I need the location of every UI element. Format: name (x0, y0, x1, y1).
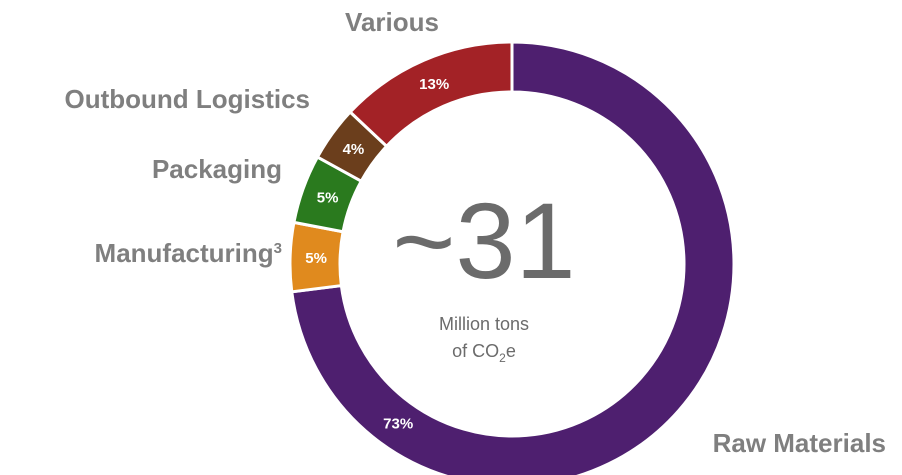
manufacturing-footnote-marker: 3 (274, 240, 282, 257)
slice-raw-materials (290, 40, 736, 475)
percent-label-various: 13% (419, 76, 449, 93)
center-unit-line2: of CO2e (452, 341, 516, 365)
category-label-manufacturing: Manufacturing3 (95, 238, 282, 268)
center-unit-line1: Million tons (439, 314, 529, 334)
category-label-raw-materials: Raw Materials (713, 428, 886, 458)
percent-labels: 73% 5% 5% 4% 13% (305, 76, 449, 432)
percent-label-manufacturing: 5% (305, 250, 327, 267)
slice-various (348, 40, 514, 149)
center-unit-line2-pre: of CO (452, 341, 499, 361)
category-label-outbound-logistics: Outbound Logistics (64, 84, 310, 114)
center-total-value: ~31 (392, 180, 575, 301)
center-unit-line2-sub: 2 (499, 351, 506, 365)
center-unit-line2-post: e (506, 341, 516, 361)
percent-label-outbound-logistics: 4% (343, 141, 365, 158)
category-label-various: Various (345, 7, 439, 37)
percent-label-raw-materials: 73% (383, 416, 413, 433)
category-label-packaging: Packaging (152, 154, 282, 184)
percent-label-packaging: 5% (317, 190, 339, 207)
donut-slices (288, 40, 736, 475)
manufacturing-label-text: Manufacturing (95, 238, 274, 268)
